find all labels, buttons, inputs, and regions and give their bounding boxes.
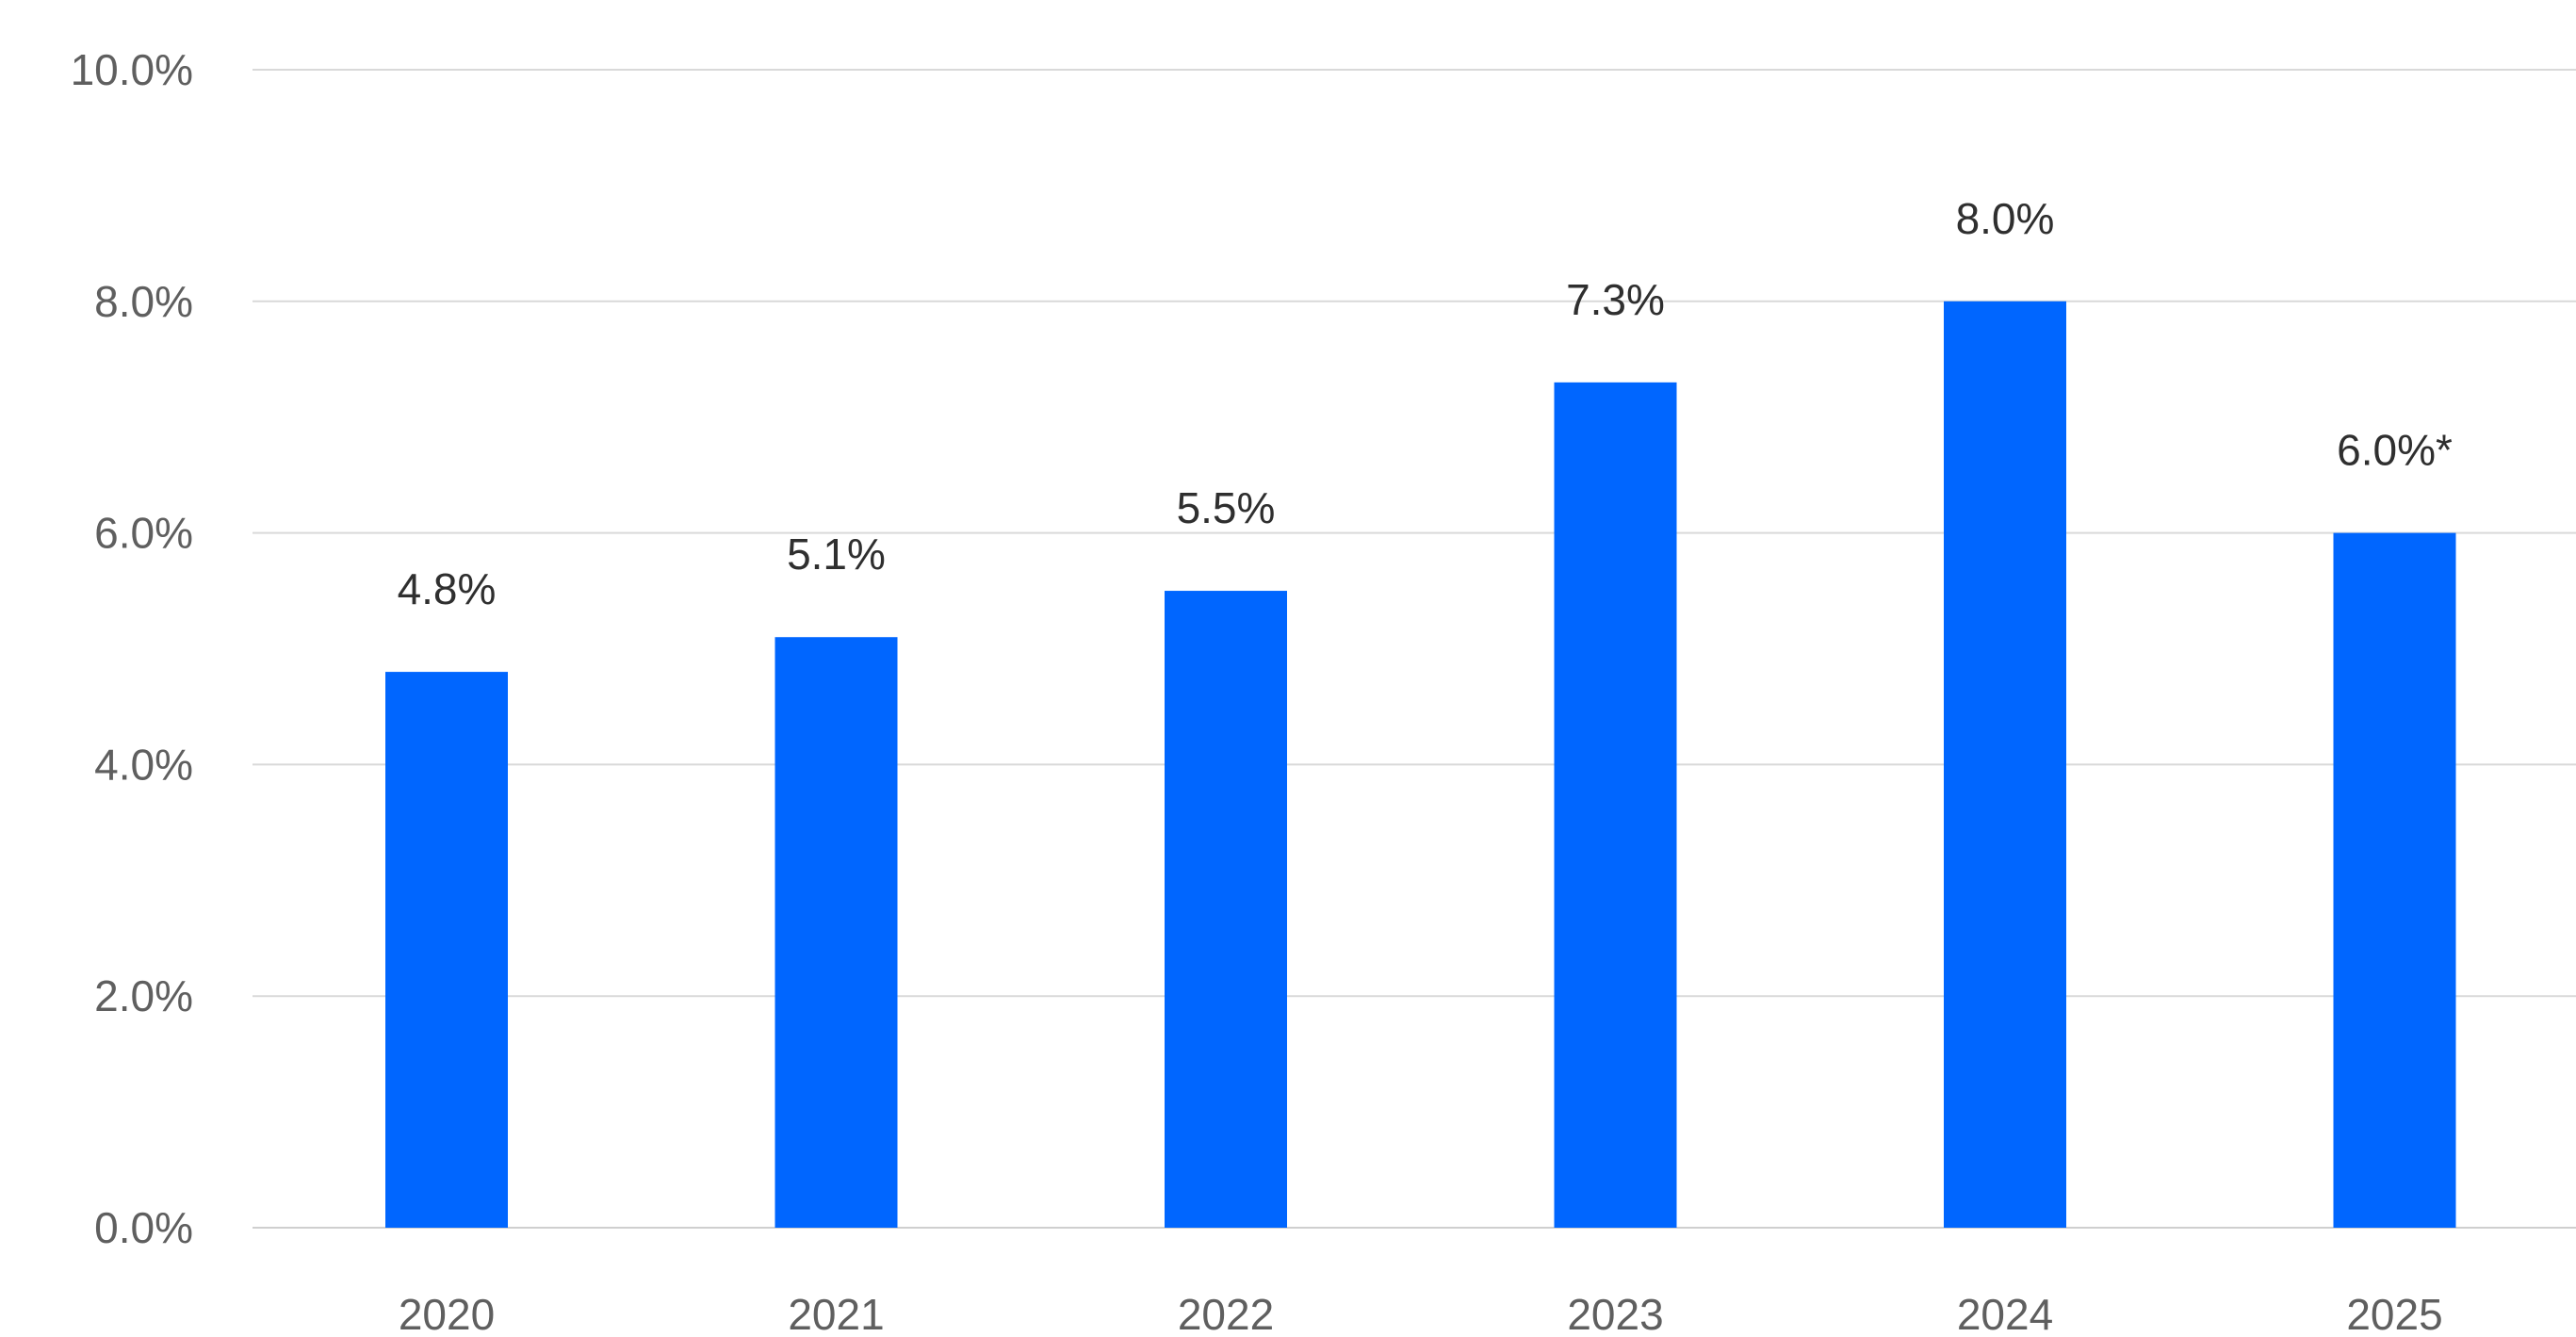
value-label-2024: 8.0%: [1956, 194, 2055, 243]
x-tick-label-2023: 2023: [1567, 1290, 1663, 1337]
y-tick-label: 8.0%: [94, 277, 193, 326]
x-tick-label-2022: 2022: [1178, 1290, 1274, 1337]
x-tick-label-2024: 2024: [1957, 1290, 2053, 1337]
bar-2025: [2333, 532, 2456, 1228]
value-label-2022: 5.5%: [1177, 483, 1276, 532]
bar-2021: [774, 637, 898, 1228]
value-label-2021: 5.1%: [787, 530, 886, 579]
value-label-2023: 7.3%: [1566, 275, 1665, 324]
y-axis-ticks: 0.0% 2.0% 4.0% 6.0% 8.0% 10.0%: [71, 45, 193, 1252]
y-tick-label: 10.0%: [71, 45, 193, 94]
y-tick-label: 6.0%: [94, 509, 193, 558]
bar-2024: [1944, 301, 2066, 1228]
y-tick-label: 4.0%: [94, 740, 193, 789]
bar-2022: [1165, 591, 1287, 1228]
bars: [385, 301, 2456, 1229]
y-tick-label: 0.0%: [94, 1203, 193, 1252]
x-tick-label-2025: 2025: [2346, 1290, 2442, 1337]
value-label-2025: 6.0%*: [2337, 426, 2453, 475]
y-tick-label: 2.0%: [94, 971, 193, 1020]
x-axis-ticks: 2020 2021 2022 2023 2024 2025: [399, 1290, 2443, 1337]
bar-2020: [385, 672, 508, 1228]
value-label-2020: 4.8%: [398, 564, 497, 613]
bar-2023: [1554, 382, 1677, 1229]
y-grid-lines: [253, 69, 2576, 1229]
bar-value-labels: 4.8% 5.1% 5.5% 7.3% 8.0% 6.0%*: [398, 194, 2453, 613]
x-tick-label-2021: 2021: [788, 1290, 884, 1337]
x-tick-label-2020: 2020: [399, 1290, 495, 1337]
